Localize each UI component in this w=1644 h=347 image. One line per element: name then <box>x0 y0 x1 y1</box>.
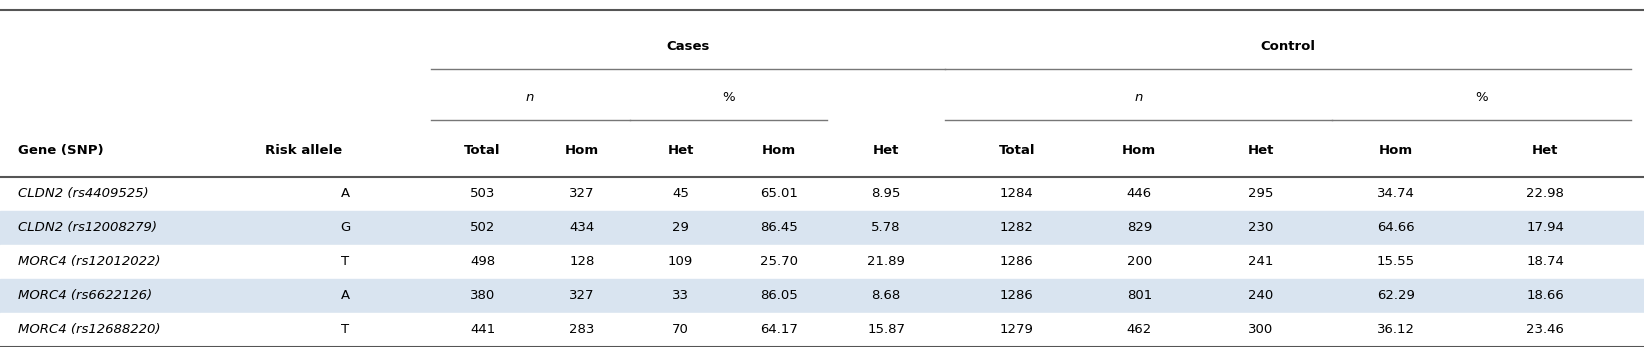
Text: Hom: Hom <box>1379 144 1412 158</box>
Text: 18.66: 18.66 <box>1527 289 1563 303</box>
Text: 17.94: 17.94 <box>1526 221 1565 235</box>
Bar <box>0 279 1644 313</box>
Text: 36.12: 36.12 <box>1376 323 1415 337</box>
Text: 829: 829 <box>1126 221 1152 235</box>
Text: 23.46: 23.46 <box>1526 323 1565 337</box>
Text: 503: 503 <box>470 187 495 201</box>
Text: 33: 33 <box>672 289 689 303</box>
Text: 8.95: 8.95 <box>871 187 901 201</box>
Text: MORC4 (rs6622126): MORC4 (rs6622126) <box>18 289 153 303</box>
Text: Hom: Hom <box>763 144 796 158</box>
Text: Het: Het <box>873 144 899 158</box>
Text: 8.68: 8.68 <box>871 289 901 303</box>
Text: 502: 502 <box>470 221 495 235</box>
Text: MORC4 (rs12688220): MORC4 (rs12688220) <box>18 323 161 337</box>
Text: MORC4 (rs12012022): MORC4 (rs12012022) <box>18 255 161 269</box>
Text: 18.74: 18.74 <box>1526 255 1565 269</box>
Text: 25.70: 25.70 <box>760 255 799 269</box>
Text: 434: 434 <box>569 221 595 235</box>
Text: Control: Control <box>1261 40 1315 53</box>
Text: %: % <box>722 91 735 104</box>
Text: 1284: 1284 <box>1000 187 1034 201</box>
Bar <box>0 313 1644 347</box>
Text: 295: 295 <box>1248 187 1274 201</box>
Text: CLDN2 (rs4409525): CLDN2 (rs4409525) <box>18 187 148 201</box>
Text: Total: Total <box>998 144 1036 158</box>
Text: 230: 230 <box>1248 221 1274 235</box>
Text: 15.55: 15.55 <box>1376 255 1415 269</box>
Text: G: G <box>340 221 350 235</box>
Text: 300: 300 <box>1248 323 1274 337</box>
Text: Het: Het <box>1248 144 1274 158</box>
Text: Risk allele: Risk allele <box>265 144 342 158</box>
Text: 1286: 1286 <box>1000 289 1034 303</box>
Text: 22.98: 22.98 <box>1526 187 1565 201</box>
Text: 21.89: 21.89 <box>866 255 906 269</box>
Bar <box>0 211 1644 245</box>
Text: 86.05: 86.05 <box>761 289 797 303</box>
Text: Gene (SNP): Gene (SNP) <box>18 144 104 158</box>
Text: 64.17: 64.17 <box>760 323 799 337</box>
Text: 1279: 1279 <box>1000 323 1034 337</box>
Text: T: T <box>342 323 349 337</box>
Text: CLDN2 (rs12008279): CLDN2 (rs12008279) <box>18 221 158 235</box>
Text: A: A <box>340 289 350 303</box>
Text: 109: 109 <box>667 255 694 269</box>
Text: 5.78: 5.78 <box>871 221 901 235</box>
Text: 15.87: 15.87 <box>866 323 906 337</box>
Text: 240: 240 <box>1248 289 1274 303</box>
Text: 241: 241 <box>1248 255 1274 269</box>
Bar <box>0 177 1644 211</box>
Text: 62.29: 62.29 <box>1376 289 1415 303</box>
Text: 29: 29 <box>672 221 689 235</box>
Text: 128: 128 <box>569 255 595 269</box>
Text: Cases: Cases <box>666 40 710 53</box>
Text: 283: 283 <box>569 323 595 337</box>
Text: 327: 327 <box>569 289 595 303</box>
Text: Het: Het <box>1532 144 1559 158</box>
Text: 1282: 1282 <box>1000 221 1034 235</box>
Text: n: n <box>1134 91 1143 104</box>
Text: 64.66: 64.66 <box>1378 221 1414 235</box>
Text: Hom: Hom <box>1123 144 1156 158</box>
Text: 1286: 1286 <box>1000 255 1034 269</box>
Text: 200: 200 <box>1126 255 1152 269</box>
Text: 65.01: 65.01 <box>760 187 799 201</box>
Bar <box>0 245 1644 279</box>
Text: 45: 45 <box>672 187 689 201</box>
Text: Hom: Hom <box>566 144 598 158</box>
Text: 86.45: 86.45 <box>761 221 797 235</box>
Text: T: T <box>342 255 349 269</box>
Text: Het: Het <box>667 144 694 158</box>
Text: A: A <box>340 187 350 201</box>
Text: 380: 380 <box>470 289 495 303</box>
Text: 498: 498 <box>470 255 495 269</box>
Text: %: % <box>1475 91 1488 104</box>
Text: 327: 327 <box>569 187 595 201</box>
Text: n: n <box>526 91 534 104</box>
Text: 446: 446 <box>1126 187 1152 201</box>
Text: 441: 441 <box>470 323 495 337</box>
Text: 462: 462 <box>1126 323 1152 337</box>
Text: 70: 70 <box>672 323 689 337</box>
Text: 34.74: 34.74 <box>1376 187 1415 201</box>
Text: 801: 801 <box>1126 289 1152 303</box>
Text: Total: Total <box>464 144 501 158</box>
